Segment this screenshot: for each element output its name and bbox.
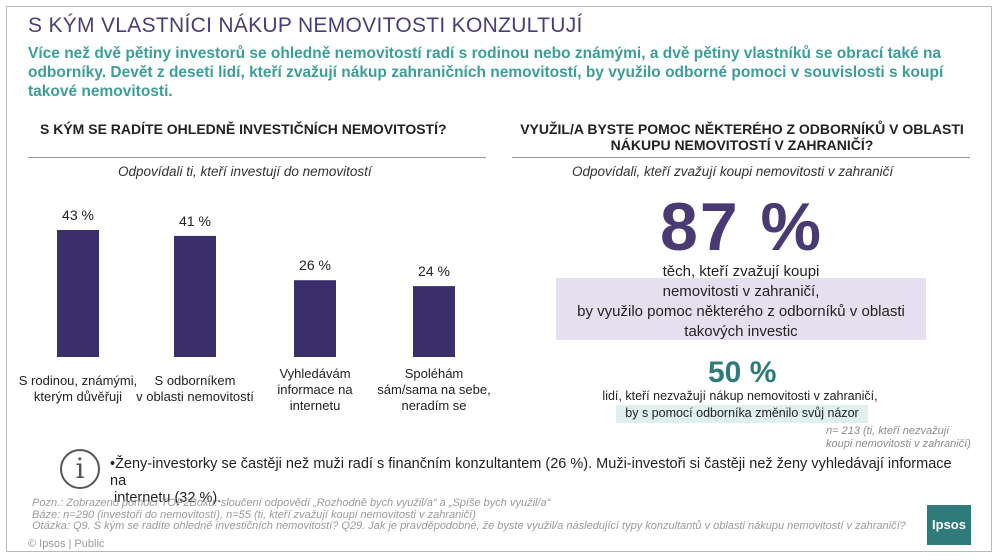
bar-value-label-0: 43 % — [62, 207, 94, 223]
bar-3 — [413, 286, 455, 357]
bar-value-label-1: 41 % — [179, 213, 211, 229]
info-icon: i — [60, 449, 100, 489]
key-finding: •Ženy-investorky se častěji než muži rad… — [110, 456, 970, 507]
left-divider — [28, 157, 486, 158]
bar-1 — [174, 235, 216, 357]
left-section-title: S KÝM SE RADÍTE OHLEDNĚ INVESTIČNÍCH NEM… — [40, 121, 447, 137]
slide-frame — [6, 6, 992, 552]
stat-50-line-1: lidí, kteří nezvažují nákup nemovitosti … — [602, 389, 878, 403]
stat-50-line-2: by s pomocí odborníka změnilo svůj názor — [625, 406, 859, 420]
stat-87-line-4: takových investic — [684, 323, 798, 340]
slide-title: S KÝM VLASTNÍCI NÁKUP NEMOVITOSTI KONZUL… — [28, 14, 583, 37]
category-label-0: S rodinou, známými, kterým důvěřuji — [18, 373, 138, 404]
stat-50-value: 50 % — [708, 356, 777, 389]
category-label-1: S odborníkem v oblasti nemovitostí — [136, 373, 254, 404]
category-label-2: Vyhledávám informace na internetu — [277, 366, 353, 413]
footnotes: Pozn.: Zobrazeno pomocí TOP2Boxu: slouče… — [32, 497, 906, 533]
footnote-base: Báze: n=290 (investoři do nemovitostí), … — [32, 508, 476, 521]
stat-87-value: 87 % — [660, 189, 823, 265]
right-subtitle: Odpovídali, kteří zvažují koupi nemovito… — [572, 164, 894, 179]
right-divider — [512, 157, 970, 158]
bar-value-label-3: 24 % — [418, 263, 450, 279]
bar-value-label-2: 26 % — [299, 257, 331, 273]
sample-size-note: n= 213 (ti, kteří nezvažují koupi nemovi… — [826, 425, 971, 451]
bar-2 — [294, 280, 336, 357]
stat-87-description: těch, kteří zvažují koupi nemovitosti v … — [556, 262, 926, 342]
key-finding-line-2: internetu (32 %). — [114, 490, 222, 506]
footnote-note: Pozn.: Zobrazeno pomocí TOP2Boxu: slouče… — [32, 497, 551, 509]
stat-87-line-2: nemovitosti v zahraničí, — [662, 283, 820, 300]
footnote-question: Otázka: Q9. S kým se radíte ohledně inve… — [32, 520, 906, 533]
bar-0 — [57, 230, 99, 357]
left-subtitle: Odpovídali ti, kteří investují do nemovi… — [118, 164, 372, 179]
stat-87-line-1: těch, kteří zvažují koupi — [662, 263, 820, 280]
stat-50-highlight — [616, 405, 868, 423]
intro-text: Více než dvě pětiny investorů se ohledně… — [28, 45, 944, 100]
category-label-3: Spoléhám sám/sama na sebe, neradím se — [377, 366, 491, 413]
sample-size-line-2: koupi nemovitosti v zahraničí) — [826, 438, 971, 450]
stat-87-highlight — [556, 278, 926, 340]
footer-copyright: © Ipsos | Public — [28, 538, 105, 550]
right-section-title: VYUŽIL/A BYSTE POMOC NĚKTERÉHO Z ODBORNÍ… — [512, 121, 972, 153]
ipsos-logo: Ipsos — [927, 505, 971, 545]
right-title-line-2: NÁKUPU NEMOVITOSTÍ V ZAHRANIČÍ? — [610, 137, 874, 153]
stat-87-line-3: by využilo pomoc některého z odborníků v… — [577, 303, 905, 320]
right-title-line-1: VYUŽIL/A BYSTE POMOC NĚKTERÉHO Z ODBORNÍ… — [520, 121, 964, 137]
sample-size-line-1: n= 213 (ti, kteří nezvažují — [826, 425, 950, 437]
key-finding-line-1: •Ženy-investorky se častěji než muži rad… — [110, 456, 952, 489]
